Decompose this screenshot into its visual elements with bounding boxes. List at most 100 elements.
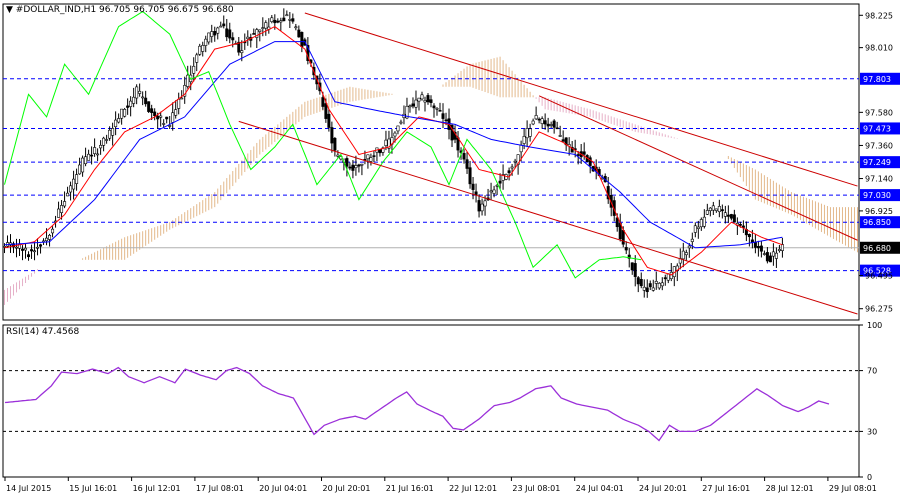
candle-body — [84, 156, 88, 165]
candle-body — [480, 203, 484, 212]
candle-body — [411, 103, 415, 107]
candle-body — [72, 178, 76, 190]
candle-body — [660, 282, 664, 287]
level-tag-label: 97.030 — [863, 191, 891, 200]
candle-body — [327, 113, 331, 128]
candle-body — [612, 200, 616, 216]
candle-body — [450, 124, 454, 141]
y-tick-label: 97.580 — [865, 108, 893, 117]
candle-body — [462, 153, 466, 160]
candle-body — [549, 124, 553, 126]
level-tag — [860, 156, 900, 169]
rsi-panel-frame — [2, 324, 860, 478]
candle-body — [294, 26, 298, 29]
candle-body — [471, 183, 475, 190]
candle-body — [75, 174, 79, 184]
candle-body — [405, 105, 409, 119]
rsi-label: RSI(14) 47.4568 — [6, 327, 79, 337]
candle-body — [273, 19, 277, 24]
candle-body — [777, 249, 781, 252]
candle-body — [99, 144, 103, 149]
candle-body — [501, 174, 505, 181]
candle-body — [291, 18, 295, 22]
candle-body — [276, 20, 280, 23]
candle-body — [726, 214, 730, 217]
candle-body — [354, 165, 358, 169]
candle-body — [717, 206, 721, 212]
y-tick-label: 96.925 — [865, 207, 893, 216]
candle-body — [153, 111, 157, 117]
x-tick-label: 23 Jul 08:01 — [512, 484, 560, 493]
candle-body — [261, 27, 265, 29]
candle-body — [120, 108, 124, 119]
candle-body — [279, 20, 283, 23]
rsi-line — [4, 366, 830, 442]
candle-body — [423, 100, 427, 103]
candle-body — [741, 225, 745, 228]
candle-body — [30, 249, 34, 252]
candle-body — [768, 255, 772, 263]
rsi-y-tick-label: 70 — [867, 367, 877, 376]
x-tick-label: 17 Jul 08:01 — [196, 484, 244, 493]
candle-body — [474, 191, 478, 195]
level-tag-label: 97.249 — [863, 158, 891, 167]
candle-body — [177, 98, 181, 109]
candle-body — [780, 244, 784, 251]
y-tick-label: 97.360 — [865, 141, 893, 150]
candle-body — [519, 144, 523, 153]
candle-body — [216, 27, 220, 34]
candle-body — [732, 214, 736, 223]
candle-body — [705, 210, 709, 215]
candle-body — [681, 250, 685, 260]
candle-body — [708, 207, 712, 212]
candle-body — [729, 214, 733, 219]
candle-body — [48, 234, 52, 240]
candle-body — [66, 192, 70, 197]
candle-body — [288, 19, 292, 21]
candle-body — [738, 223, 742, 226]
candle-body — [126, 105, 130, 108]
candle-body — [141, 96, 145, 99]
candle-body — [756, 246, 760, 249]
candle-body — [96, 153, 100, 156]
candle-body — [561, 139, 565, 142]
candle-body — [393, 132, 397, 137]
candle-body — [690, 238, 694, 242]
level-tag — [860, 216, 900, 229]
candle-body — [639, 279, 643, 287]
candle-body — [513, 160, 517, 163]
horizontal-levels — [3, 78, 859, 272]
candle-body — [609, 194, 613, 208]
candle-body — [531, 120, 535, 125]
candle-body — [696, 226, 700, 229]
candle-body — [771, 251, 775, 257]
candle-body — [765, 252, 769, 262]
level-tag — [860, 72, 900, 85]
candle-body — [333, 137, 337, 151]
channel-line — [538, 95, 858, 241]
x-tick-label: 20 Jul 20:01 — [323, 484, 371, 493]
channel-line — [238, 120, 858, 315]
level-tag-label: 96.850 — [863, 218, 891, 227]
candle-body — [663, 277, 667, 280]
candle-body — [27, 254, 31, 258]
y-tick-label: 97.140 — [865, 175, 893, 184]
candle-body — [444, 119, 448, 122]
candle-body — [516, 154, 520, 165]
candle-body — [558, 135, 562, 137]
candle-body — [219, 25, 223, 28]
candle-body — [183, 85, 187, 97]
candle-body — [429, 99, 433, 103]
candle-body — [117, 118, 121, 123]
candle-body — [246, 36, 250, 40]
candle-body — [255, 29, 259, 38]
candle-body — [324, 103, 328, 119]
candle-body — [711, 205, 715, 211]
candle-body — [21, 248, 25, 251]
candle-body — [186, 74, 190, 87]
candle-body — [213, 31, 217, 36]
candle-body — [81, 157, 85, 173]
x-tick-label: 24 Jul 20:01 — [639, 484, 687, 493]
candle-body — [714, 208, 718, 211]
candle-body — [207, 32, 211, 43]
